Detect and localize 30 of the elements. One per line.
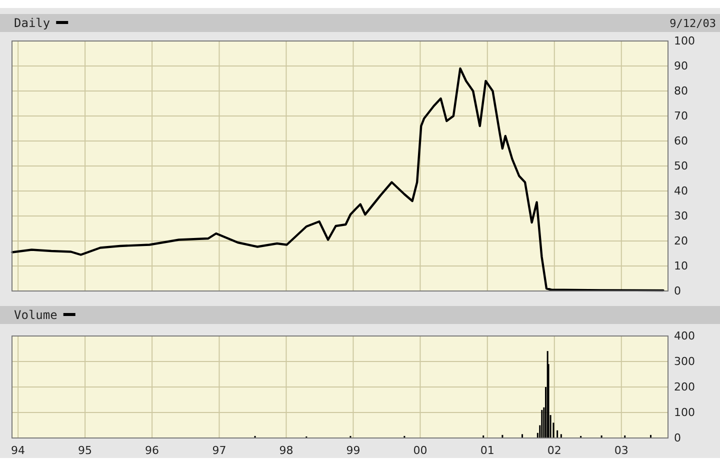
y-tick-label: 100	[674, 406, 695, 420]
chart-title: Volume	[14, 308, 58, 322]
y-tick-label: 30	[674, 210, 688, 223]
x-tick-label: 94	[11, 444, 26, 457]
text: 9/12/03	[670, 17, 716, 30]
chart-title: Daily	[14, 16, 50, 30]
y-tick-label: 300	[674, 355, 695, 368]
y-tick-label: 0	[674, 284, 681, 298]
x-tick-label: 95	[78, 444, 92, 457]
y-tick-label: 90	[674, 60, 688, 73]
x-tick-label: 00	[413, 444, 428, 457]
y-tick-label: 100	[674, 34, 695, 48]
y-tick-label: 20	[674, 234, 688, 248]
line-series	[11, 67, 664, 292]
x-tick-label: 99	[346, 444, 360, 457]
x-tick-label: 96	[145, 444, 160, 457]
y-tick-label: 10	[674, 260, 688, 273]
x-tick-label: 01	[480, 444, 494, 457]
y-tick-label: 70	[674, 110, 688, 123]
x-tick-label: 03	[614, 444, 628, 457]
y-tick-label: 400	[674, 330, 695, 343]
y-tick-label: 50	[674, 160, 688, 173]
y-tick-label: 40	[674, 184, 688, 198]
y-tick-label: 80	[674, 84, 688, 98]
y-tick-label: 200	[674, 380, 695, 394]
y-tick-label: 0	[674, 432, 681, 445]
x-tick-label: 02	[547, 444, 562, 457]
x-tick-label: 98	[279, 444, 294, 457]
y-tick-label: 60	[674, 134, 688, 148]
x-tick-label: 97	[212, 444, 226, 457]
